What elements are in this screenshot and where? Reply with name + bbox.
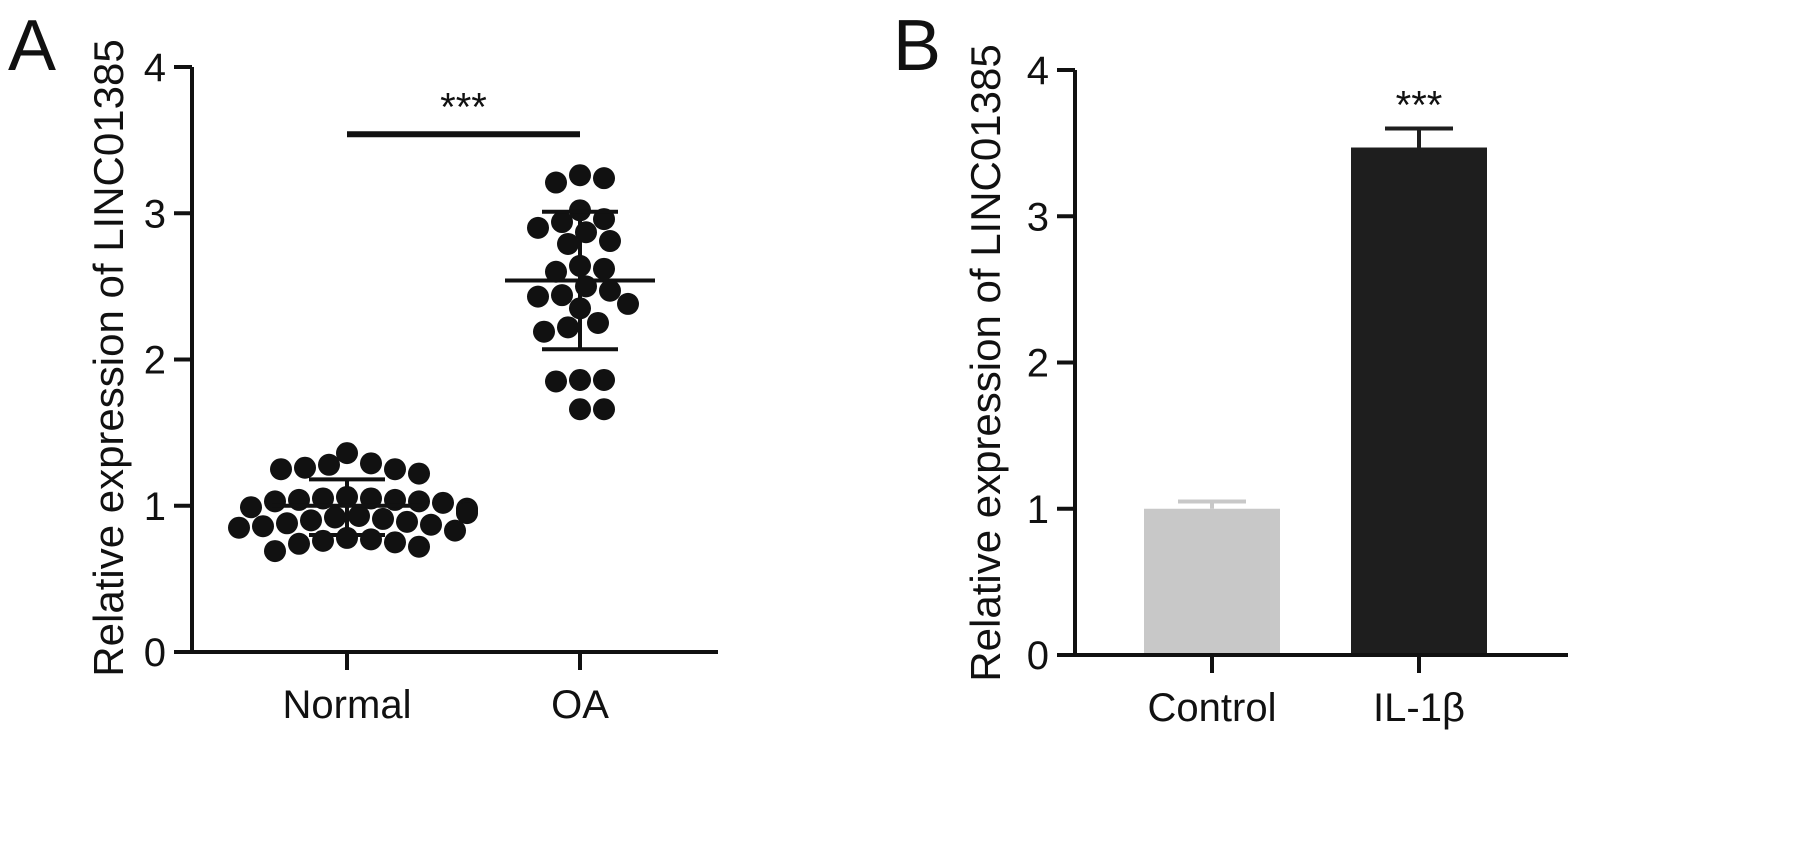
y-tick-label-a: 0 xyxy=(144,631,166,675)
data-point-normal xyxy=(444,519,466,542)
marks-b: *** xyxy=(1144,84,1487,653)
y-tick-label-a: 3 xyxy=(144,192,166,236)
significance-marker-b: *** xyxy=(1396,84,1443,128)
x-tick-label-b: IL-1β xyxy=(1373,686,1465,730)
axes-a: 0 1 2 3 4 Normal OA xyxy=(144,46,718,727)
data-point-normal xyxy=(408,535,430,558)
data-point-normal xyxy=(432,491,454,514)
data-point-normal xyxy=(396,510,418,533)
data-point-normal xyxy=(264,490,286,513)
y-tick-label-a: 2 xyxy=(144,339,166,383)
data-point-oa xyxy=(593,257,615,280)
data-point-oa xyxy=(551,284,573,307)
data-point-oa xyxy=(617,292,639,315)
y-tick-label-b: 0 xyxy=(1027,634,1049,678)
data-point-oa xyxy=(593,368,615,391)
data-point-normal xyxy=(228,516,250,539)
significance-marker: *** xyxy=(440,85,487,129)
y-tick-label-b: 2 xyxy=(1027,342,1049,386)
data-point-oa xyxy=(569,368,591,391)
bar-il-1b xyxy=(1351,147,1487,653)
y-axis-label-b: Relative expression of LINC01385 xyxy=(962,44,1009,681)
panel-label-b: B xyxy=(893,6,941,86)
data-point-normal xyxy=(294,456,316,479)
panel-label-a: A xyxy=(8,6,56,86)
data-point-normal xyxy=(240,496,262,519)
data-point-oa xyxy=(545,171,567,194)
data-point-normal xyxy=(420,513,442,536)
x-tick-label-a: OA xyxy=(551,683,609,727)
data-point-oa xyxy=(545,370,567,393)
data-point-normal xyxy=(384,531,406,554)
data-point-oa xyxy=(557,316,579,339)
data-point-oa xyxy=(599,230,621,253)
data-point-oa xyxy=(593,398,615,421)
data-point-normal xyxy=(408,462,430,485)
data-point-normal xyxy=(318,453,340,476)
panel-a: A Relative expression of LINC01385 0 1 2 3 4… xyxy=(8,6,718,727)
data-point-normal xyxy=(348,504,370,527)
data-point-oa xyxy=(569,164,591,187)
data-point-normal xyxy=(336,526,358,549)
x-tick-label-a: Normal xyxy=(283,683,412,727)
axes-b: 0 1 2 3 4 Control IL-1β xyxy=(1027,49,1568,730)
data-point-normal xyxy=(360,528,382,551)
data-point-oa xyxy=(587,311,609,334)
y-axis-label-a: Relative expression of LINC01385 xyxy=(85,39,132,676)
data-point-normal xyxy=(372,507,394,530)
data-point-oa xyxy=(551,211,573,234)
data-point-oa xyxy=(557,232,579,255)
y-tick-label-a: 1 xyxy=(144,485,166,529)
data-point-oa xyxy=(527,285,549,308)
data-point-normal xyxy=(456,502,478,525)
data-point-oa xyxy=(569,398,591,421)
y-tick-label-b: 3 xyxy=(1027,195,1049,239)
data-point-normal xyxy=(264,540,286,563)
x-tick-label-b: Control xyxy=(1148,686,1277,730)
y-tick-label-b: 1 xyxy=(1027,488,1049,532)
data-point-normal xyxy=(384,458,406,481)
data-point-oa xyxy=(545,260,567,283)
data-point-oa xyxy=(533,320,555,343)
data-point-oa xyxy=(593,167,615,190)
marks-a: *** xyxy=(228,85,655,563)
data-point-normal xyxy=(408,490,430,513)
data-point-normal xyxy=(276,512,298,535)
panel-b: B Relative expression of LINC01385 0 1 2 3 4… xyxy=(893,6,1568,730)
bar-control xyxy=(1144,508,1280,653)
data-point-normal xyxy=(300,509,322,532)
data-point-normal xyxy=(288,532,310,555)
data-point-normal xyxy=(270,458,292,481)
y-tick-label-a: 4 xyxy=(144,46,166,90)
data-point-normal xyxy=(360,452,382,475)
data-point-normal xyxy=(252,515,274,538)
data-point-oa xyxy=(527,216,549,239)
data-point-normal xyxy=(336,442,358,465)
y-tick-label-b: 4 xyxy=(1027,49,1049,93)
data-point-normal xyxy=(324,506,346,529)
data-point-oa xyxy=(599,279,621,302)
